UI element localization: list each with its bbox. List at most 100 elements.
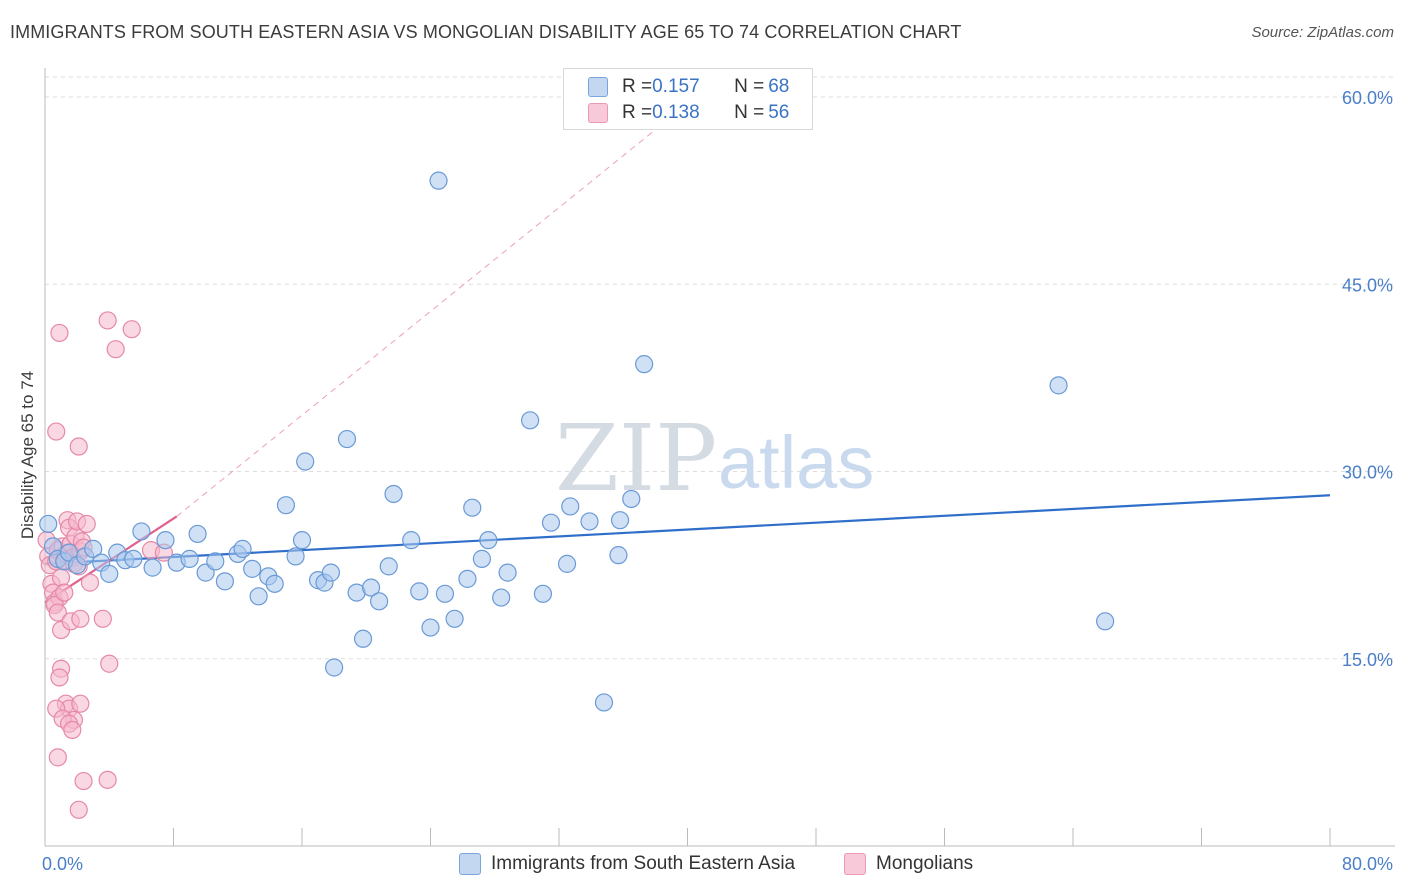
chart-title: IMMIGRANTS FROM SOUTH EASTERN ASIA VS MO… bbox=[10, 22, 962, 42]
point-immigrants bbox=[206, 552, 225, 571]
point-immigrants bbox=[421, 618, 440, 637]
legend-n-label-2: N = bbox=[734, 102, 765, 123]
tick-layer: 15.0% 30.0% 45.0% 60.0% 0.0% 80.0% bbox=[42, 88, 1393, 874]
legend-r-value-1: 0.157 bbox=[652, 76, 700, 97]
point-immigrants bbox=[325, 658, 344, 677]
point-immigrants bbox=[370, 592, 389, 611]
legend-n-value-1: 68 bbox=[768, 76, 790, 97]
watermark-atlas: atlas bbox=[718, 421, 874, 504]
point-immigrants bbox=[292, 531, 312, 550]
trend-layer bbox=[44, 90, 1331, 604]
legend-label-mongolians: Mongolians bbox=[876, 853, 974, 874]
points-layer bbox=[37, 171, 1115, 819]
point-immigrants bbox=[463, 498, 482, 517]
x-tick-label: 0.0% bbox=[42, 854, 83, 874]
point-immigrants bbox=[580, 512, 599, 531]
legend-n-label-1: N = bbox=[734, 76, 765, 97]
point-immigrants bbox=[472, 549, 491, 568]
point-immigrants bbox=[337, 429, 357, 449]
point-immigrants bbox=[492, 588, 511, 607]
point-mongolians bbox=[47, 422, 66, 441]
point-immigrants bbox=[180, 549, 199, 568]
point-immigrants bbox=[429, 171, 448, 190]
point-mongolians bbox=[80, 573, 100, 592]
point-immigrants bbox=[215, 572, 234, 591]
point-immigrants bbox=[143, 558, 162, 577]
point-mongolians bbox=[69, 800, 88, 819]
point-immigrants bbox=[39, 514, 58, 534]
point-immigrants bbox=[100, 564, 119, 583]
point-immigrants bbox=[557, 554, 577, 573]
point-immigrants bbox=[541, 513, 561, 532]
point-immigrants bbox=[479, 531, 498, 550]
point-mongolians bbox=[122, 320, 141, 339]
point-immigrants bbox=[533, 584, 553, 603]
legend-swatch-pink bbox=[588, 103, 608, 123]
point-immigrants bbox=[435, 584, 455, 603]
legend-label-immigrants: Immigrants from South Eastern Asia bbox=[491, 853, 796, 874]
point-immigrants bbox=[622, 489, 641, 509]
point-mongolians bbox=[106, 340, 125, 359]
point-immigrants bbox=[1096, 612, 1115, 631]
legend-swatch-blue bbox=[588, 77, 608, 97]
point-immigrants bbox=[379, 557, 398, 576]
point-immigrants bbox=[384, 484, 403, 504]
point-immigrants bbox=[445, 609, 464, 628]
axis-layer bbox=[44, 68, 1395, 847]
point-immigrants bbox=[1049, 376, 1068, 395]
point-immigrants bbox=[561, 497, 580, 516]
point-immigrants bbox=[353, 629, 373, 648]
point-mongolians bbox=[55, 583, 74, 602]
point-immigrants bbox=[243, 559, 262, 578]
point-immigrants bbox=[249, 587, 268, 606]
watermark: ZIP atlas bbox=[555, 405, 874, 512]
point-mongolians bbox=[98, 311, 117, 330]
point-mongolians bbox=[74, 771, 93, 791]
point-mongolians bbox=[93, 609, 112, 628]
point-immigrants bbox=[124, 549, 143, 568]
legend-swatch-immigrants bbox=[459, 853, 481, 875]
point-mongolians bbox=[50, 323, 69, 343]
point-immigrants bbox=[265, 574, 284, 593]
point-immigrants bbox=[276, 496, 296, 515]
point-mongolians bbox=[77, 514, 96, 534]
point-immigrants bbox=[609, 546, 628, 565]
legend-item-mongolians: Mongolians bbox=[844, 851, 973, 877]
legend-n-value-2: 56 bbox=[768, 102, 790, 123]
y-tick-label: 30.0% bbox=[1342, 463, 1393, 483]
point-mongolians bbox=[51, 568, 71, 587]
point-immigrants bbox=[132, 522, 151, 541]
point-immigrants bbox=[286, 547, 305, 566]
point-mongolians bbox=[69, 437, 88, 456]
point-immigrants bbox=[594, 693, 614, 712]
point-immigrants bbox=[498, 563, 517, 582]
point-mongolians bbox=[48, 748, 67, 767]
legend-row-series1: R = 0.157 N = 68 bbox=[588, 74, 789, 100]
trend-line-mongolians-extension bbox=[176, 90, 704, 517]
point-immigrants bbox=[458, 569, 477, 588]
point-immigrants bbox=[84, 539, 103, 558]
legend-r-label-1: R = bbox=[622, 76, 653, 97]
point-immigrants bbox=[520, 411, 540, 430]
point-mongolians bbox=[50, 668, 69, 687]
legend-row-series2: R = 0.138 N = 56 bbox=[588, 100, 789, 126]
point-immigrants bbox=[321, 563, 341, 582]
legend-swatch-mongolians bbox=[844, 853, 866, 875]
source-label: Source: ZipAtlas.com bbox=[1251, 24, 1394, 41]
y-tick-label: 45.0% bbox=[1342, 275, 1393, 295]
point-immigrants bbox=[188, 524, 207, 544]
legend-item-immigrants: Immigrants from South Eastern Asia bbox=[459, 851, 795, 877]
y-tick-label: 60.0% bbox=[1342, 88, 1393, 108]
point-immigrants bbox=[156, 531, 175, 550]
y-tick-label: 15.0% bbox=[1342, 650, 1393, 670]
point-immigrants bbox=[233, 539, 252, 558]
point-immigrants bbox=[635, 355, 654, 374]
trend-line-immigrants bbox=[44, 494, 1331, 565]
point-mongolians bbox=[100, 654, 119, 673]
point-mongolians bbox=[71, 694, 90, 713]
point-mongolians bbox=[63, 720, 82, 740]
point-immigrants bbox=[296, 452, 315, 471]
point-mongolians bbox=[98, 770, 117, 789]
point-mongolians bbox=[48, 603, 67, 622]
